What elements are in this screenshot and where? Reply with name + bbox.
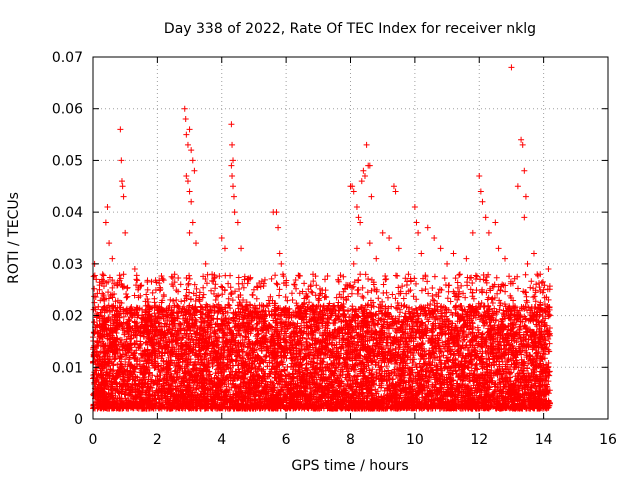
data-point [370, 303, 377, 310]
chart-title: Day 338 of 2022, Rate Of TEC Index for r… [164, 21, 536, 37]
data-point [140, 333, 147, 340]
data-point [408, 306, 415, 313]
data-point [460, 337, 467, 344]
data-point [161, 320, 168, 327]
data-point [131, 369, 138, 376]
data-point [126, 317, 133, 324]
data-point [176, 373, 183, 380]
data-point [489, 359, 496, 366]
data-point [245, 351, 252, 358]
data-point [320, 302, 327, 309]
data-point [385, 330, 392, 337]
data-point [365, 362, 372, 369]
data-point [372, 361, 379, 368]
data-point [438, 303, 445, 310]
data-point [154, 353, 161, 360]
data-point [298, 322, 305, 329]
data-point [122, 395, 129, 402]
data-point [516, 387, 523, 394]
data-point [149, 372, 156, 379]
data-point [484, 389, 491, 396]
data-point [303, 338, 310, 345]
data-point [290, 366, 297, 373]
data-point [307, 370, 314, 377]
data-point [439, 339, 446, 346]
data-point [440, 352, 447, 359]
data-points [90, 64, 553, 412]
data-point [116, 346, 123, 353]
data-point [410, 309, 417, 316]
